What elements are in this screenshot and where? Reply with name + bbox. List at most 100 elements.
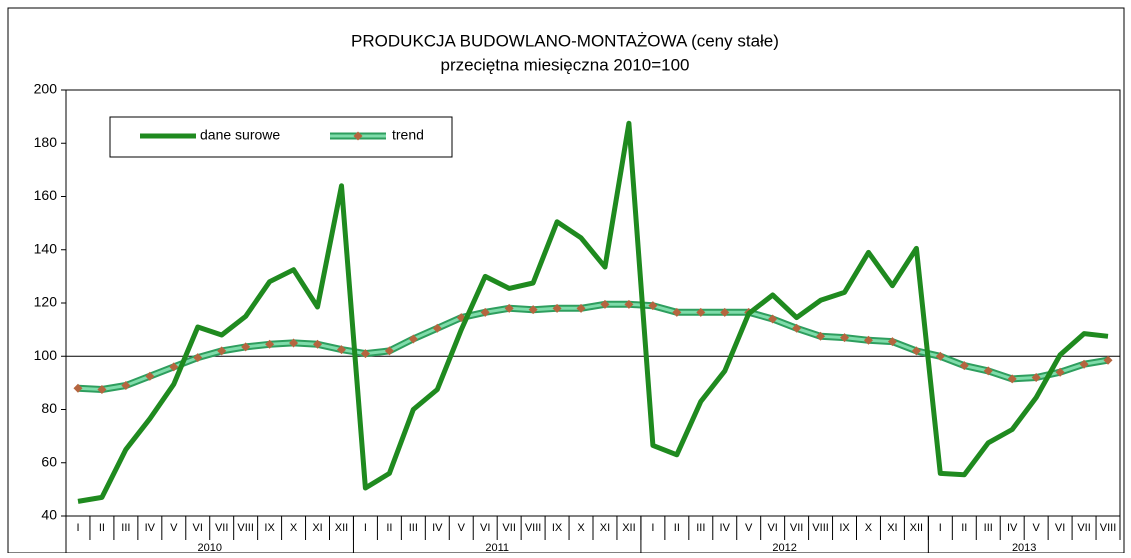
y-tick-label: 200 bbox=[34, 81, 58, 97]
trend-marker bbox=[193, 353, 203, 363]
x-tick-label: VIII bbox=[1100, 522, 1117, 534]
trend-marker bbox=[360, 349, 370, 359]
trend-marker bbox=[600, 299, 610, 309]
trend-marker bbox=[672, 307, 682, 317]
x-tick-label: X bbox=[865, 522, 873, 534]
trend-marker bbox=[217, 346, 227, 356]
trend-marker bbox=[935, 351, 945, 361]
x-tick-label: VIII bbox=[237, 522, 254, 534]
x-tick-label: VI bbox=[480, 522, 490, 534]
x-tick-label: VI bbox=[193, 522, 203, 534]
x-tick-label: IX bbox=[839, 522, 850, 534]
x-tick-label: X bbox=[577, 522, 585, 534]
trend-marker bbox=[624, 299, 634, 309]
x-tick-label: XII bbox=[622, 522, 635, 534]
trend-marker bbox=[863, 335, 873, 345]
y-tick-label: 80 bbox=[41, 400, 57, 416]
y-tick-label: 60 bbox=[41, 453, 57, 469]
x-tick-label: V bbox=[745, 522, 753, 534]
trend-marker bbox=[432, 323, 442, 333]
x-tick-label: VII bbox=[1077, 522, 1090, 534]
trend-marker bbox=[696, 307, 706, 317]
trend-marker bbox=[241, 342, 251, 352]
y-tick-label: 100 bbox=[34, 347, 58, 363]
x-tick-label: II bbox=[674, 522, 680, 534]
x-tick-label: IV bbox=[432, 522, 443, 534]
legend-label: trend bbox=[392, 127, 424, 143]
x-tick-label: VI bbox=[767, 522, 777, 534]
trend-marker bbox=[1031, 373, 1041, 383]
trend-marker bbox=[1007, 374, 1017, 384]
trend-marker bbox=[169, 362, 179, 372]
x-tick-label: VIII bbox=[525, 522, 542, 534]
trend-marker bbox=[911, 346, 921, 356]
x-tick-label: XI bbox=[887, 522, 897, 534]
trend-marker bbox=[145, 371, 155, 381]
x-tick-label: V bbox=[1032, 522, 1040, 534]
group-label: 2011 bbox=[485, 542, 509, 553]
x-tick-label: II bbox=[386, 522, 392, 534]
x-tick-label: I bbox=[939, 522, 942, 534]
x-tick-label: III bbox=[984, 522, 993, 534]
trend-marker bbox=[504, 303, 514, 313]
x-tick-label: XII bbox=[910, 522, 923, 534]
x-tick-label: II bbox=[99, 522, 105, 534]
trend-marker bbox=[528, 305, 538, 315]
group-label: 2013 bbox=[1012, 542, 1036, 553]
x-tick-label: XII bbox=[335, 522, 348, 534]
x-tick-label: VII bbox=[790, 522, 803, 534]
trend-marker bbox=[336, 345, 346, 355]
y-tick-label: 180 bbox=[34, 134, 58, 150]
y-tick-label: 160 bbox=[34, 187, 58, 203]
raw-line bbox=[77, 120, 1109, 504]
y-tick-label: 40 bbox=[41, 507, 57, 523]
x-tick-label: I bbox=[651, 522, 654, 534]
chart-title: PRODUKCJA BUDOWLANO-MONTAŻOWA (ceny stał… bbox=[351, 31, 779, 50]
legend-marker bbox=[353, 131, 363, 141]
x-tick-label: X bbox=[290, 522, 298, 534]
trend-marker bbox=[97, 385, 107, 395]
trend-marker bbox=[959, 361, 969, 371]
chart-subtitle: przeciętna miesięczna 2010=100 bbox=[440, 55, 689, 74]
trend-marker bbox=[265, 339, 275, 349]
trend-marker bbox=[840, 333, 850, 343]
x-tick-label: VIII bbox=[812, 522, 829, 534]
x-tick-label: I bbox=[76, 522, 79, 534]
trend-marker bbox=[983, 366, 993, 376]
trend-marker bbox=[887, 337, 897, 347]
x-tick-label: V bbox=[458, 522, 466, 534]
x-tick-label: VII bbox=[215, 522, 228, 534]
trend-marker bbox=[480, 307, 490, 317]
trend-marker bbox=[1079, 359, 1089, 369]
trend-marker bbox=[792, 323, 802, 333]
x-tick-label: III bbox=[409, 522, 418, 534]
x-tick-label: II bbox=[961, 522, 967, 534]
x-tick-label: VI bbox=[1055, 522, 1065, 534]
group-label: 2010 bbox=[197, 542, 221, 553]
x-tick-label: III bbox=[696, 522, 705, 534]
trend-marker bbox=[289, 338, 299, 348]
legend-label: dane surowe bbox=[200, 127, 280, 143]
trend-marker bbox=[720, 307, 730, 317]
x-tick-label: V bbox=[170, 522, 178, 534]
trend-marker bbox=[121, 381, 131, 391]
x-tick-label: IV bbox=[1007, 522, 1018, 534]
group-label: 2012 bbox=[772, 542, 796, 553]
x-tick-label: I bbox=[364, 522, 367, 534]
trend-marker bbox=[1103, 355, 1113, 365]
y-tick-label: 120 bbox=[34, 294, 58, 310]
x-tick-label: VII bbox=[502, 522, 515, 534]
trend-marker bbox=[552, 303, 562, 313]
x-tick-label: IV bbox=[145, 522, 156, 534]
trend-marker bbox=[73, 383, 83, 393]
x-tick-label: IV bbox=[720, 522, 731, 534]
x-tick-label: XI bbox=[600, 522, 610, 534]
trend-marker bbox=[1055, 367, 1065, 377]
y-tick-label: 140 bbox=[34, 240, 58, 256]
trend-marker bbox=[816, 331, 826, 341]
trend-marker bbox=[313, 339, 323, 349]
trend-marker bbox=[768, 314, 778, 324]
trend-marker bbox=[576, 303, 586, 313]
trend-marker bbox=[408, 334, 418, 344]
